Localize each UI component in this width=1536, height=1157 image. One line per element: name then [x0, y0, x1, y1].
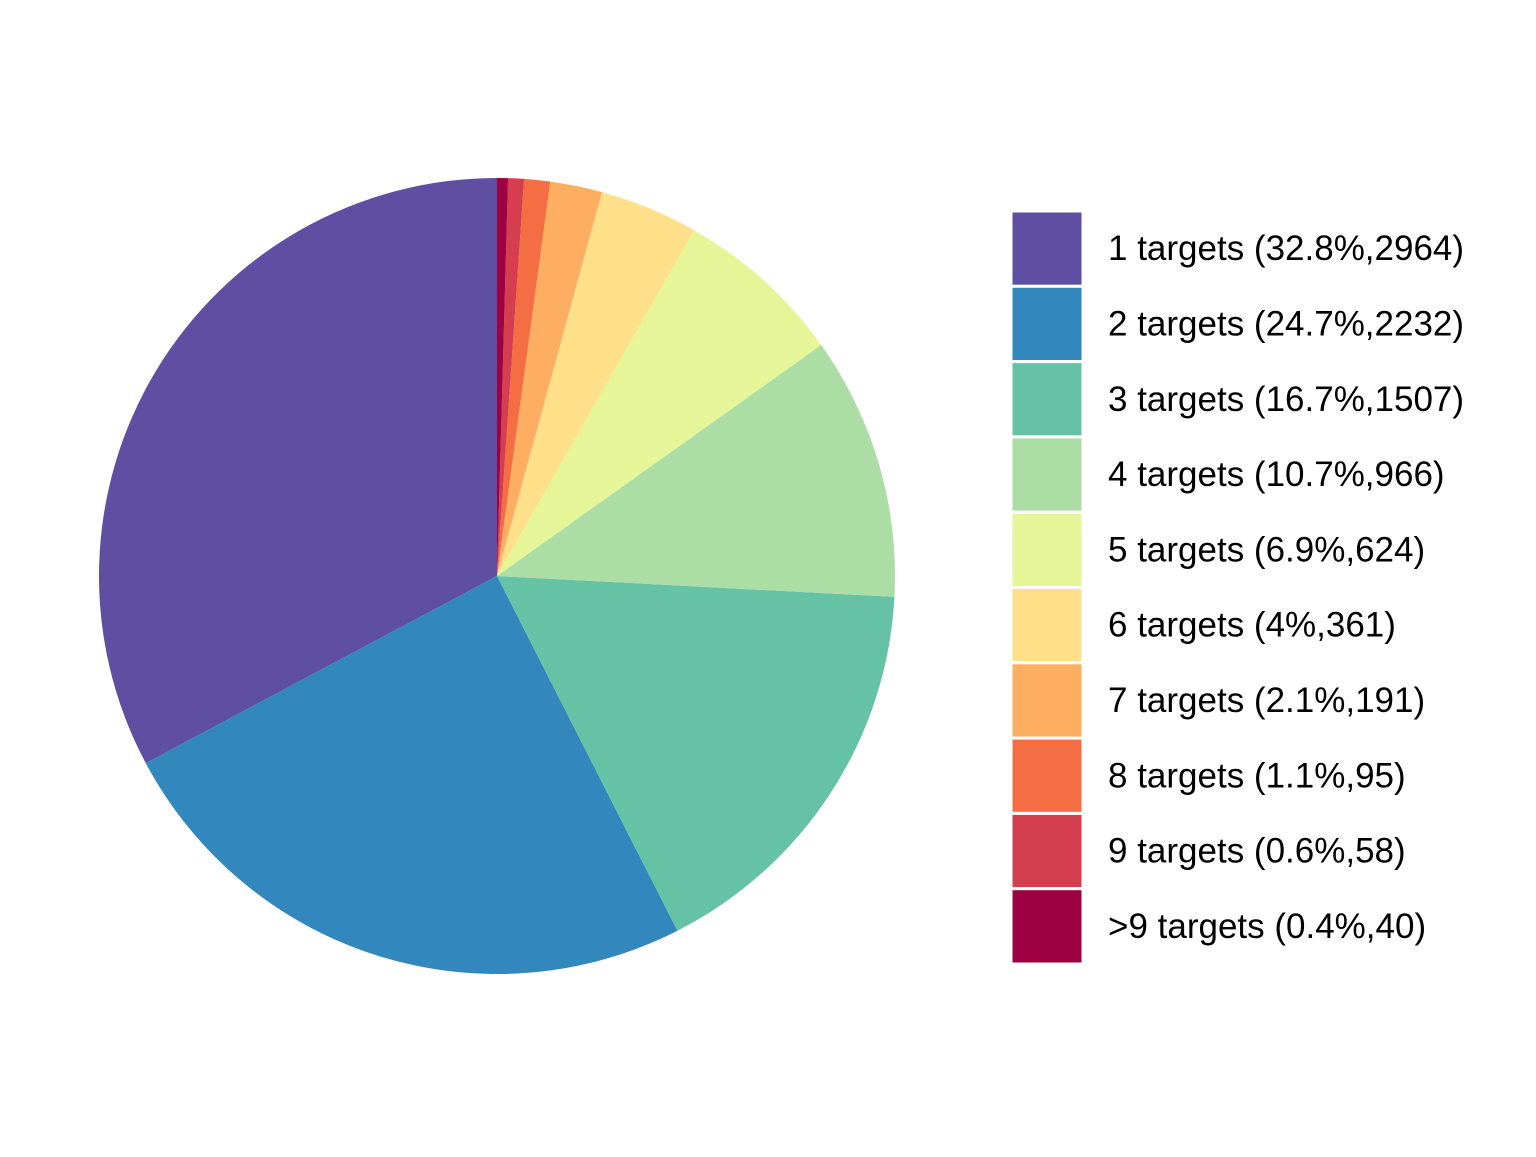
legend-key-7	[1011, 663, 1083, 738]
legend-label-4: 4 targets (10.7%,966)	[1108, 455, 1445, 494]
legend-key-8	[1011, 738, 1083, 813]
legend-label-3: 3 targets (16.7%,1507)	[1108, 380, 1464, 419]
legend-key-2	[1011, 286, 1083, 361]
legend-key-1	[1011, 211, 1083, 286]
legend-key-10	[1011, 889, 1083, 964]
pie	[99, 178, 895, 974]
legend-label-7: 7 targets (2.1%,191)	[1108, 681, 1425, 720]
legend-label-6: 6 targets (4%,361)	[1108, 606, 1396, 645]
legend-key-4	[1011, 437, 1083, 512]
legend-label-10: >9 targets (0.4%,40)	[1108, 907, 1426, 946]
legend: 1 targets (32.8%,2964) 2 targets (24.7%,2…	[1011, 211, 1464, 964]
legend-label-2: 2 targets (24.7%,2232)	[1108, 304, 1464, 343]
legend-key-9	[1011, 813, 1083, 888]
legend-key-6	[1011, 588, 1083, 663]
legend-label-8: 8 targets (1.1%,95)	[1108, 756, 1406, 795]
legend-key-5	[1011, 512, 1083, 587]
legend-label-9: 9 targets (0.6%,58)	[1108, 832, 1406, 871]
legend-label-1: 1 targets (32.8%,2964)	[1108, 229, 1464, 268]
legend-label-5: 5 targets (6.9%,624)	[1108, 530, 1425, 569]
legend-key-3	[1011, 362, 1083, 437]
